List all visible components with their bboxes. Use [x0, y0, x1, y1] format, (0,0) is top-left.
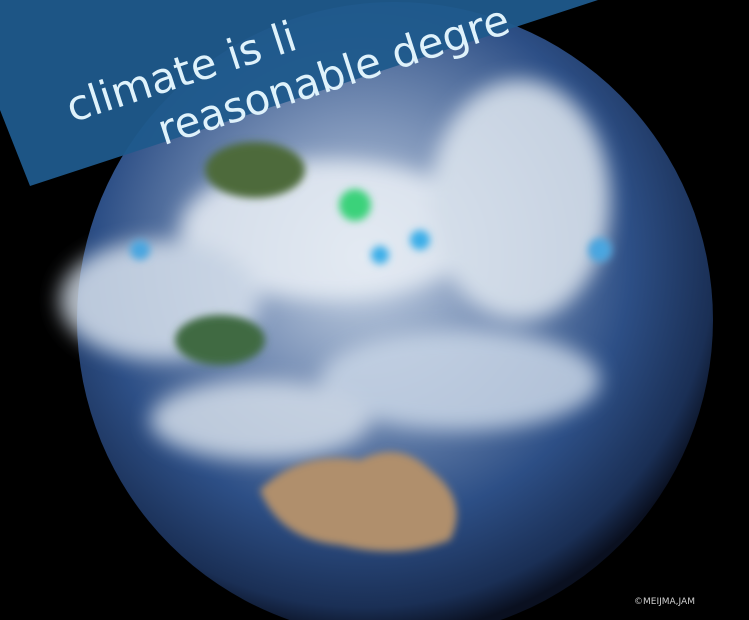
- earth: [60, 2, 713, 620]
- photo-credit: ©MEIJMA,JAM: [634, 597, 695, 607]
